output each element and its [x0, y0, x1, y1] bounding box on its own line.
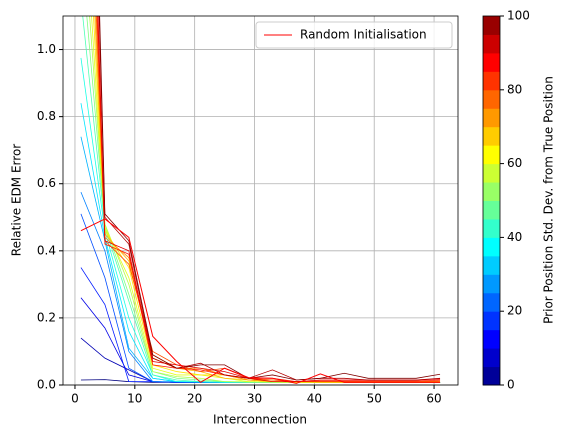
colorbar-frame — [482, 15, 501, 386]
y-tick-label: 0.8 — [37, 109, 56, 123]
x-tick-label: 0 — [71, 392, 79, 406]
colorbar-band — [483, 182, 500, 201]
colorbar-band — [483, 126, 500, 146]
colorbar: 0 20 40 60 80 100 — [482, 9, 530, 392]
colorbar-tick-label: 20 — [507, 304, 522, 318]
colorbar-label: Prior Position Std. Dev. from True Posit… — [542, 76, 556, 324]
x-tick-label: 60 — [426, 392, 441, 406]
plot-frame — [62, 15, 459, 386]
x-tick-label: 20 — [187, 392, 202, 406]
x-tick-label: 50 — [367, 392, 382, 406]
colorbar-tick-label: 40 — [507, 230, 522, 244]
colorbar-band — [483, 71, 500, 91]
grid — [63, 16, 458, 386]
y-axis-label: Relative EDM Error — [10, 144, 24, 257]
colorbar-band — [483, 34, 500, 54]
colorbar-band — [483, 329, 500, 349]
legend-box — [255, 21, 453, 49]
y-tick-label: 0.2 — [37, 310, 56, 324]
colorbar-band — [483, 255, 500, 275]
colorbar-tick-label: 0 — [507, 378, 515, 392]
colorbar-band — [483, 237, 500, 257]
level-line — [99, 16, 441, 381]
x-axis-label: Interconnection — [213, 413, 307, 427]
colorbar-band — [483, 274, 500, 294]
y-tick-label: 1.0 — [37, 42, 56, 56]
lines — [80, 16, 441, 384]
x-tick-label: 30 — [247, 392, 262, 406]
colorbar-band — [483, 145, 500, 165]
y-tick-label: 0.0 — [37, 378, 56, 392]
legend-label: Random Initialisation — [300, 28, 427, 42]
colorbar-band — [483, 52, 500, 72]
colorbar-band — [483, 218, 500, 238]
level-line — [98, 16, 441, 381]
colorbar-tick-label: 100 — [507, 9, 530, 23]
colorbar-band — [483, 348, 500, 368]
x-tick-label: 10 — [127, 392, 142, 406]
series-line — [80, 218, 441, 384]
colorbar-band — [483, 89, 500, 109]
colorbar-band — [483, 108, 500, 128]
colorbar-band — [483, 200, 500, 220]
colorbar-band — [483, 163, 500, 183]
colorbar-band — [483, 311, 500, 331]
y-tick-label: 0.6 — [37, 176, 56, 190]
plot-area — [63, 16, 458, 385]
x-tick-label: 40 — [307, 392, 322, 406]
colorbar-tick-label: 80 — [507, 82, 522, 96]
colorbar-band — [483, 366, 500, 386]
y-tick-label: 0.4 — [37, 243, 56, 257]
colorbar-band — [483, 16, 500, 35]
ticks: 0 10 20 30 40 50 60 0.0 0.2 0.4 0.6 0.8 1.0 — [37, 42, 442, 405]
colorbar-band — [483, 292, 500, 312]
colorbar-tick-label: 60 — [507, 156, 522, 170]
legend: Random Initialisation — [255, 21, 453, 49]
